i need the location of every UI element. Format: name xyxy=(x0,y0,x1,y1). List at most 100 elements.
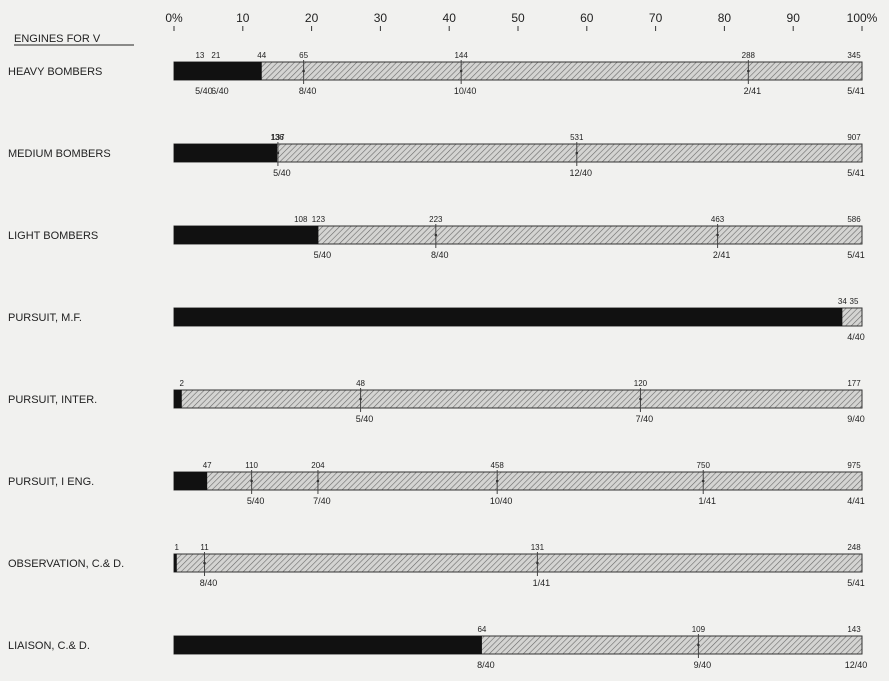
marker-dot xyxy=(434,233,438,237)
marker-date-label: 8/40 xyxy=(431,250,449,260)
bar-completed xyxy=(174,62,262,80)
marker-date-label: 2/41 xyxy=(713,250,731,260)
marker-value-label: 531 xyxy=(570,133,584,142)
axis-tick-label: 10 xyxy=(236,11,250,25)
marker-dot xyxy=(316,479,320,483)
row-category-label: PURSUIT, INTER. xyxy=(8,394,97,406)
marker-value-label: 47 xyxy=(203,461,212,470)
marker-value-label: 109 xyxy=(692,625,706,634)
marker-value-label: 143 xyxy=(847,625,861,634)
marker-value-label: 123 xyxy=(312,215,326,224)
chart-row: PURSUIT, I ENG. 47 110 5/40 204 7/40 458 10/40 7… xyxy=(8,461,865,506)
marker-dot xyxy=(302,69,305,73)
marker-dot xyxy=(697,643,700,647)
marker-date-label: 1/41 xyxy=(533,578,551,588)
marker-value-label: 21 xyxy=(211,51,220,60)
chart-row: HEAVY BOMBERS 13 5/40 21 6/40 44 65 8/40 144 10/4… xyxy=(8,51,865,96)
bar-remaining xyxy=(173,61,863,81)
header-label: ENGINES FOR V xyxy=(14,33,101,45)
marker-value-label: 11 xyxy=(200,543,209,552)
axis-tick-label: 60 xyxy=(580,11,594,25)
row-category-label: LIAISON, C.& D. xyxy=(8,640,90,652)
marker-date-label: 5/40 xyxy=(314,250,332,260)
marker-value-label: 975 xyxy=(847,461,861,470)
marker-dot xyxy=(639,397,642,401)
marker-value-label: 137 xyxy=(271,133,285,142)
marker-date-label: 5/41 xyxy=(847,86,865,96)
row-category-label: PURSUIT, I ENG. xyxy=(8,476,94,488)
marker-dot xyxy=(747,69,750,73)
marker-dot xyxy=(276,151,280,155)
marker-dot xyxy=(459,69,463,73)
marker-date-label: 12/40 xyxy=(570,168,593,178)
marker-date-label: 5/41 xyxy=(847,578,865,588)
marker-dot xyxy=(250,479,253,483)
marker-value-label: 34 xyxy=(838,297,847,306)
marker-value-label: 177 xyxy=(847,379,861,388)
marker-dot xyxy=(701,479,705,483)
marker-date-label: 8/40 xyxy=(200,578,218,588)
marker-date-label: 4/41 xyxy=(847,496,865,506)
marker-value-label: 144 xyxy=(454,51,468,60)
marker-date-label: 5/41 xyxy=(847,250,865,260)
marker-date-label: 7/40 xyxy=(313,496,331,506)
marker-value-label: 13 xyxy=(195,51,204,60)
marker-dot xyxy=(536,561,539,565)
row-category-label: LIGHT BOMBERS xyxy=(8,230,98,242)
bar-completed xyxy=(174,226,319,244)
axis-tick-label: 40 xyxy=(443,11,457,25)
marker-date-label: 8/40 xyxy=(477,660,495,670)
marker-dot xyxy=(203,561,206,565)
marker-dot xyxy=(575,151,579,155)
marker-date-label: 1/41 xyxy=(698,496,716,506)
marker-value-label: 907 xyxy=(847,133,861,142)
marker-date-label: 8/40 xyxy=(299,86,317,96)
marker-dot xyxy=(359,397,362,401)
marker-value-label: 586 xyxy=(847,215,861,224)
marker-value-label: 35 xyxy=(850,297,859,306)
row-category-label: PURSUIT, M.F. xyxy=(8,312,82,324)
marker-date-label: 5/40 xyxy=(356,414,374,424)
axis-tick-label: 90 xyxy=(787,11,801,25)
marker-date-label: 9/40 xyxy=(694,660,712,670)
row-category-label: MEDIUM BOMBERS xyxy=(8,148,111,160)
marker-date-label: 12/40 xyxy=(845,660,868,670)
marker-date-label: 5/41 xyxy=(847,168,865,178)
axis-tick-label: 0% xyxy=(165,11,183,25)
chart-row: PURSUIT, M.F. 34 35 4/40 xyxy=(8,297,865,342)
marker-value-label: 248 xyxy=(847,543,861,552)
marker-date-label: 4/40 xyxy=(847,332,865,342)
bar-remaining xyxy=(173,471,863,491)
x-axis: 0% 10 20 30 40 50 60 70 80 90 100% xyxy=(165,11,878,31)
bar-completed xyxy=(174,554,177,572)
marker-value-label: 110 xyxy=(245,461,258,470)
marker-value-label: 2 xyxy=(180,379,185,388)
marker-value-label: 48 xyxy=(356,379,365,388)
bar-completed xyxy=(174,636,482,654)
bar-completed xyxy=(174,144,278,162)
marker-date-label: 9/40 xyxy=(847,414,865,424)
axis-tick-label: 100% xyxy=(847,11,878,25)
row-category-label: OBSERVATION, C.& D. xyxy=(8,558,124,570)
axis-tick-label: 50 xyxy=(511,11,525,25)
chart-row: LIAISON, C.& D. 64 8/40 109 9/40 143 12/40 xyxy=(8,625,867,670)
marker-value-label: 65 xyxy=(299,51,308,60)
axis-tick-label: 20 xyxy=(305,11,319,25)
chart-row: LIGHT BOMBERS 108 123 5/40 223 8/40 463 2/41 586… xyxy=(8,215,865,260)
marker-value-label: 223 xyxy=(429,215,443,224)
marker-value-label: 458 xyxy=(491,461,505,470)
axis-tick-label: 30 xyxy=(374,11,388,25)
marker-value-label: 463 xyxy=(711,215,725,224)
marker-value-label: 64 xyxy=(477,625,486,634)
marker-dot xyxy=(495,479,499,483)
marker-value-label: 108 xyxy=(294,215,308,224)
bar-remaining xyxy=(173,553,863,573)
marker-date-label: 5/40 xyxy=(247,496,265,506)
bar-completed xyxy=(174,390,182,408)
marker-value-label: 750 xyxy=(697,461,711,470)
marker-date-label: 6/40 xyxy=(211,86,229,96)
marker-date-label: 10/40 xyxy=(490,496,513,506)
marker-value-label: 204 xyxy=(311,461,325,470)
